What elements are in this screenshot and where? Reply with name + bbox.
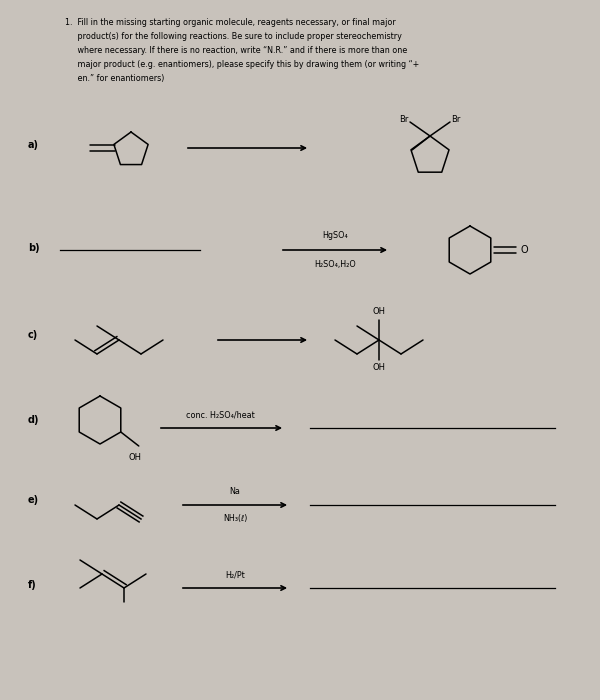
Text: OH: OH xyxy=(128,454,141,463)
Text: major product (e.g. enantiomers), please specify this by drawing them (or writin: major product (e.g. enantiomers), please… xyxy=(65,60,419,69)
Text: H₂/Pt: H₂/Pt xyxy=(225,570,245,580)
Text: conc. H₂SO₄/heat: conc. H₂SO₄/heat xyxy=(185,410,254,419)
Text: HgSO₄: HgSO₄ xyxy=(322,232,348,241)
Text: 1.  Fill in the missing starting organic molecule, reagents necessary, or final : 1. Fill in the missing starting organic … xyxy=(65,18,396,27)
Text: c): c) xyxy=(28,330,38,340)
Text: Br: Br xyxy=(451,116,461,125)
Text: d): d) xyxy=(28,415,40,425)
Text: OH: OH xyxy=(373,363,386,372)
Text: a): a) xyxy=(28,140,39,150)
Text: H₂SO₄,H₂O: H₂SO₄,H₂O xyxy=(314,260,356,269)
Text: en.” for enantiomers): en.” for enantiomers) xyxy=(65,74,164,83)
Text: NH₃(ℓ): NH₃(ℓ) xyxy=(223,514,247,524)
Text: e): e) xyxy=(28,495,39,505)
Text: product(s) for the following reactions. Be sure to include proper stereochemistr: product(s) for the following reactions. … xyxy=(65,32,402,41)
Text: b): b) xyxy=(28,243,40,253)
Text: Br: Br xyxy=(400,116,409,125)
Text: Na: Na xyxy=(230,487,241,496)
Text: OH: OH xyxy=(373,307,386,316)
Text: O: O xyxy=(520,245,528,255)
Text: f): f) xyxy=(28,580,37,590)
Text: where necessary. If there is no reaction, write “N.R.” and if there is more than: where necessary. If there is no reaction… xyxy=(65,46,407,55)
